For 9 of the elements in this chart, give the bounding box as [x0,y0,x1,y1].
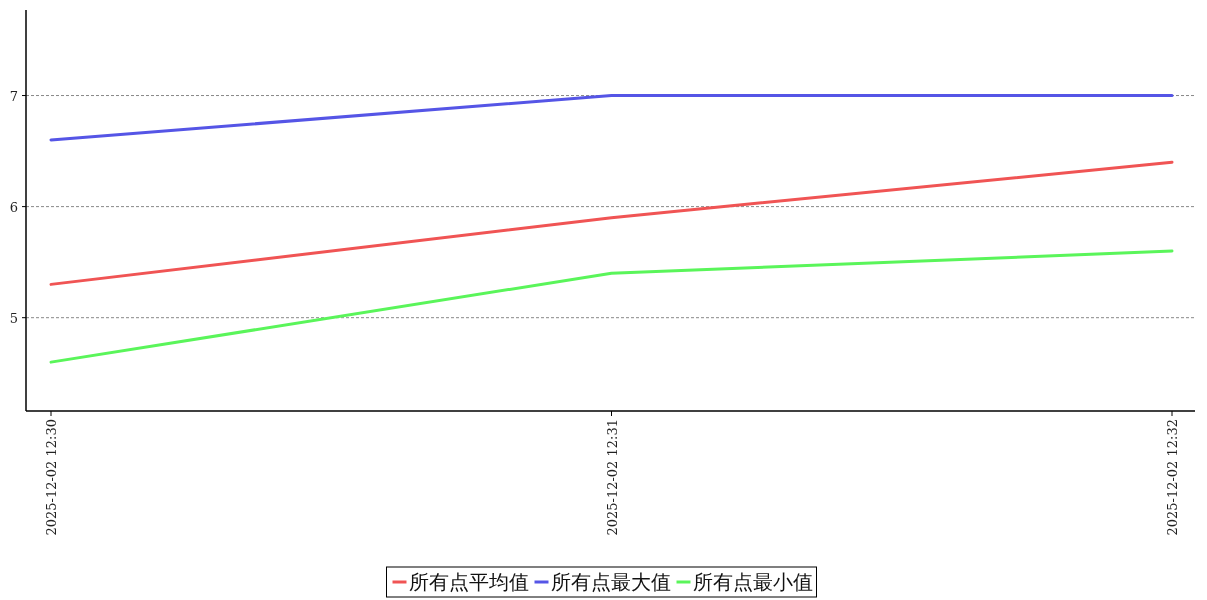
legend-label: 所有点最大值 [550,570,671,594]
x-tick-label: 2025-12-02 12:30 [44,419,59,536]
x-tick-label: 2025-12-02 12:32 [1165,419,1180,536]
legend-label: 所有点平均值 [408,570,529,594]
y-tick-label: 5 [9,310,18,326]
x-tick-label: 2025-12-02 12:31 [604,419,620,536]
legend-label: 所有点最小值 [692,570,813,594]
y-tick-label: 6 [9,199,18,215]
y-tick-label: 7 [9,88,18,104]
